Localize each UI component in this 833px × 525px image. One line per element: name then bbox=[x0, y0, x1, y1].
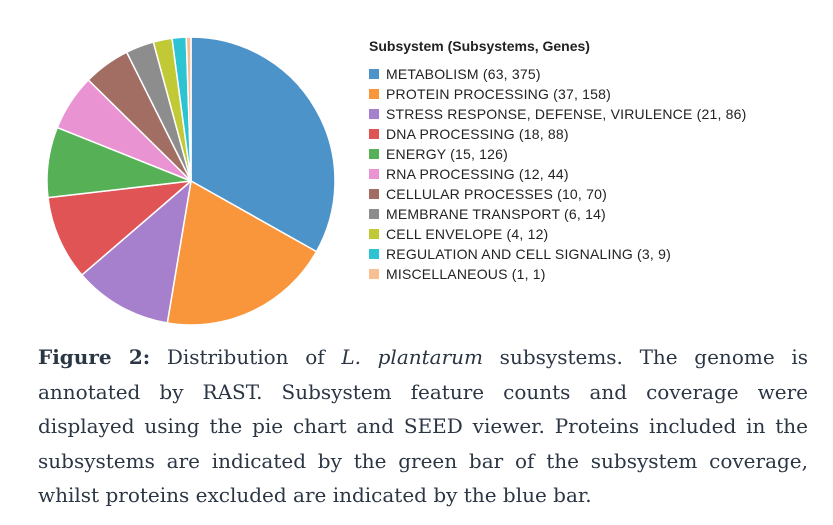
legend-swatch bbox=[369, 149, 379, 159]
legend-items: METABOLISM (63, 375) PROTEIN PROCESSING (… bbox=[369, 64, 746, 284]
caption-species: L. plantarum bbox=[341, 345, 484, 369]
legend-item: METABOLISM (63, 375) bbox=[369, 64, 746, 84]
legend-swatch bbox=[369, 89, 379, 99]
legend-item: CELL ENVELOPE (4, 12) bbox=[369, 224, 746, 244]
legend-swatch bbox=[369, 129, 379, 139]
legend-swatch bbox=[369, 189, 379, 199]
pie-slice-stress-response-defense-virulence bbox=[81, 180, 192, 324]
legend-label: MEMBRANE TRANSPORT (6, 14) bbox=[386, 206, 606, 222]
legend-label: STRESS RESPONSE, DEFENSE, VIRULENCE (21,… bbox=[386, 106, 747, 122]
pie-slice-metabolism bbox=[190, 36, 336, 253]
chart-legend: Subsystem (Subsystems, Genes) METABOLISM… bbox=[369, 38, 746, 284]
legend-label: DNA PROCESSING (18, 88) bbox=[386, 126, 569, 142]
legend-label: RNA PROCESSING (12, 44) bbox=[386, 166, 569, 182]
legend-label: CELLULAR PROCESSES (10, 70) bbox=[386, 186, 607, 202]
legend-swatch bbox=[369, 169, 379, 179]
legend-label: METABOLISM (63, 375) bbox=[386, 66, 541, 82]
legend-item: CELLULAR PROCESSES (10, 70) bbox=[369, 184, 746, 204]
figure-caption: Figure 2: Distribution of L. plantarum s… bbox=[38, 340, 808, 513]
legend-item: REGULATION AND CELL SIGNALING (3, 9) bbox=[369, 244, 746, 264]
legend-item: MEMBRANE TRANSPORT (6, 14) bbox=[369, 204, 746, 224]
pie-slice-protein-processing bbox=[166, 180, 318, 326]
pie-slice-dna-processing bbox=[47, 180, 192, 276]
legend-label: MISCELLANEOUS (1, 1) bbox=[386, 266, 546, 282]
pie-slices bbox=[46, 36, 336, 326]
legend-item: STRESS RESPONSE, DEFENSE, VIRULENCE (21,… bbox=[369, 104, 746, 124]
legend-item: PROTEIN PROCESSING (37, 158) bbox=[369, 84, 746, 104]
legend-item: MISCELLANEOUS (1, 1) bbox=[369, 264, 746, 284]
caption-label: Figure 2: bbox=[38, 345, 151, 369]
legend-swatch bbox=[369, 229, 379, 239]
legend-swatch bbox=[369, 109, 379, 119]
pie-slice-miscellaneous bbox=[185, 36, 192, 182]
legend-label: REGULATION AND CELL SIGNALING (3, 9) bbox=[386, 246, 671, 262]
legend-swatch bbox=[369, 249, 379, 259]
legend-label: PROTEIN PROCESSING (37, 158) bbox=[386, 86, 611, 102]
legend-title: Subsystem (Subsystems, Genes) bbox=[369, 38, 590, 54]
pie-chart bbox=[46, 36, 336, 326]
legend-swatch bbox=[369, 69, 379, 79]
legend-label: ENERGY (15, 126) bbox=[386, 146, 508, 162]
legend-swatch bbox=[369, 269, 379, 279]
caption-text-before-species: Distribution of bbox=[150, 345, 342, 369]
legend-item: ENERGY (15, 126) bbox=[369, 144, 746, 164]
legend-swatch bbox=[369, 209, 379, 219]
legend-label: CELL ENVELOPE (4, 12) bbox=[386, 226, 549, 242]
caption-text-after-species: subsystems. The genome is annotated by R… bbox=[38, 345, 808, 507]
legend-item: RNA PROCESSING (12, 44) bbox=[369, 164, 746, 184]
legend-item: DNA PROCESSING (18, 88) bbox=[369, 124, 746, 144]
